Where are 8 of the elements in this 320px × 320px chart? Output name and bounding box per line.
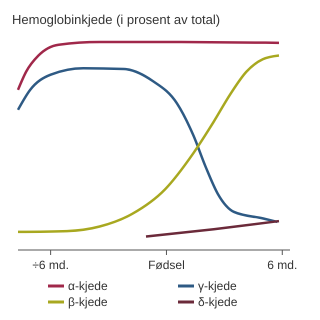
x-tick-label: Fødsel xyxy=(148,258,185,272)
legend-label: β-kjede xyxy=(68,295,108,309)
x-tick-label: ÷6 md. xyxy=(32,258,69,272)
chart-title: Hemoglobinkjede (i prosent av total) xyxy=(12,12,220,27)
x-tick-label: 6 md. xyxy=(267,258,298,272)
legend-label: γ-kjede xyxy=(198,279,238,293)
legend-label: δ-kjede xyxy=(198,295,238,309)
legend-label: α-kjede xyxy=(68,279,108,293)
